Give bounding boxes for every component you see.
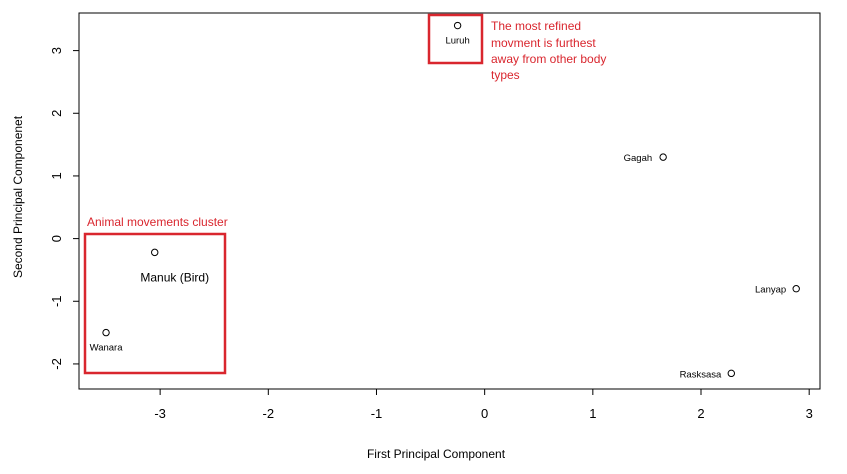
point-label-luruh: Luruh (445, 36, 469, 47)
x-tick-label: -3 (154, 406, 166, 421)
y-axis-title: Second Principal Componenet (11, 115, 25, 278)
refined-annotation-line-1: The most refined (491, 19, 581, 33)
point-label-wanara: Wanara (90, 343, 124, 354)
animal-cluster-highlight-box (83, 232, 227, 375)
x-tick-label: -1 (371, 406, 383, 421)
y-tick-label: 1 (49, 172, 64, 179)
y-tick-label: -1 (49, 295, 64, 307)
point-wanara (102, 328, 110, 337)
point-label-rasksasa: Rasksasa (680, 369, 722, 380)
x-tick-label: -2 (263, 406, 275, 421)
point-label-lanyap: Lanyap (755, 285, 786, 296)
refined-annotation-line-4: types (491, 68, 520, 82)
plot-frame (78, 12, 821, 390)
point-label-gagah: Gagah (624, 153, 653, 164)
x-tick-label: 3 (806, 406, 813, 421)
point-luruh (453, 21, 462, 30)
point-label-manuk-bird: Manuk (Bird) (140, 270, 209, 284)
x-tick-label: 2 (697, 406, 704, 421)
y-tick-label: -2 (49, 358, 64, 370)
refined-annotation-line-2: movment is furthest (491, 36, 596, 50)
y-axis: -2 -1 0 1 2 3 (49, 47, 79, 370)
y-tick-label: 3 (49, 47, 64, 54)
refined-movement-annotation: The most refined movment is furthest awa… (491, 19, 610, 82)
x-axis-title: First Principal Component (367, 447, 506, 461)
point-rasksasa (727, 369, 735, 378)
y-tick-label: 0 (49, 235, 64, 242)
animal-cluster-annotation: Animal movements cluster (87, 215, 228, 229)
x-tick-label: 0 (481, 406, 488, 421)
x-axis: -3 -2 -1 0 1 2 3 (154, 389, 813, 421)
refined-annotation-line-3: away from other body (491, 52, 606, 66)
y-tick-label: 2 (49, 110, 64, 117)
point-gagah (659, 153, 667, 161)
point-lanyap (792, 285, 800, 293)
point-manuk-bird (151, 248, 159, 257)
data-points: Luruh Gagah Manuk (Bird) Wanara Lanyap Rasksa… (90, 21, 800, 380)
x-tick-label: 1 (589, 406, 596, 421)
refined-movement-highlight-box (427, 13, 484, 65)
